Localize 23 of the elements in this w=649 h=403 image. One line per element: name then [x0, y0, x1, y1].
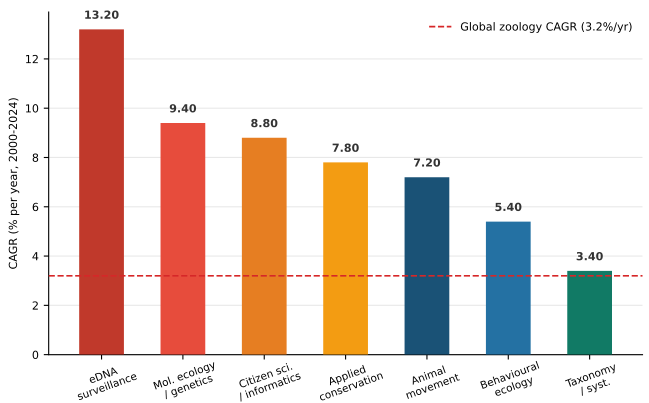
data-label: 7.20: [414, 158, 440, 167]
data-label: 5.40: [495, 202, 522, 212]
bar: [567, 270, 612, 355]
legend-label: Global zoology CAGR (3.2%/yr): [460, 22, 632, 33]
bar: [404, 177, 450, 355]
data-label: 8.80: [251, 118, 278, 128]
bar: [486, 222, 531, 355]
bar: [242, 138, 287, 355]
y-axis-title: CAGR (% per year, 2000-2024): [8, 98, 20, 269]
data-label: 13.20: [85, 10, 119, 19]
bar: [323, 162, 368, 355]
data-label: 7.80: [332, 144, 359, 152]
y-tick-label: 2: [32, 301, 38, 310]
y-tick-label: 10: [26, 104, 38, 113]
y-tick-label: 4: [32, 252, 38, 260]
data-label: 9.40: [170, 104, 196, 112]
y-tick-label: 12: [26, 54, 38, 64]
data-label: 3.40: [576, 252, 603, 260]
y-tick-label: 8: [32, 153, 38, 162]
y-tick-label: 6: [32, 202, 38, 212]
y-tick-label: 0: [32, 350, 38, 360]
bar: [79, 29, 124, 355]
bar: [160, 122, 206, 355]
